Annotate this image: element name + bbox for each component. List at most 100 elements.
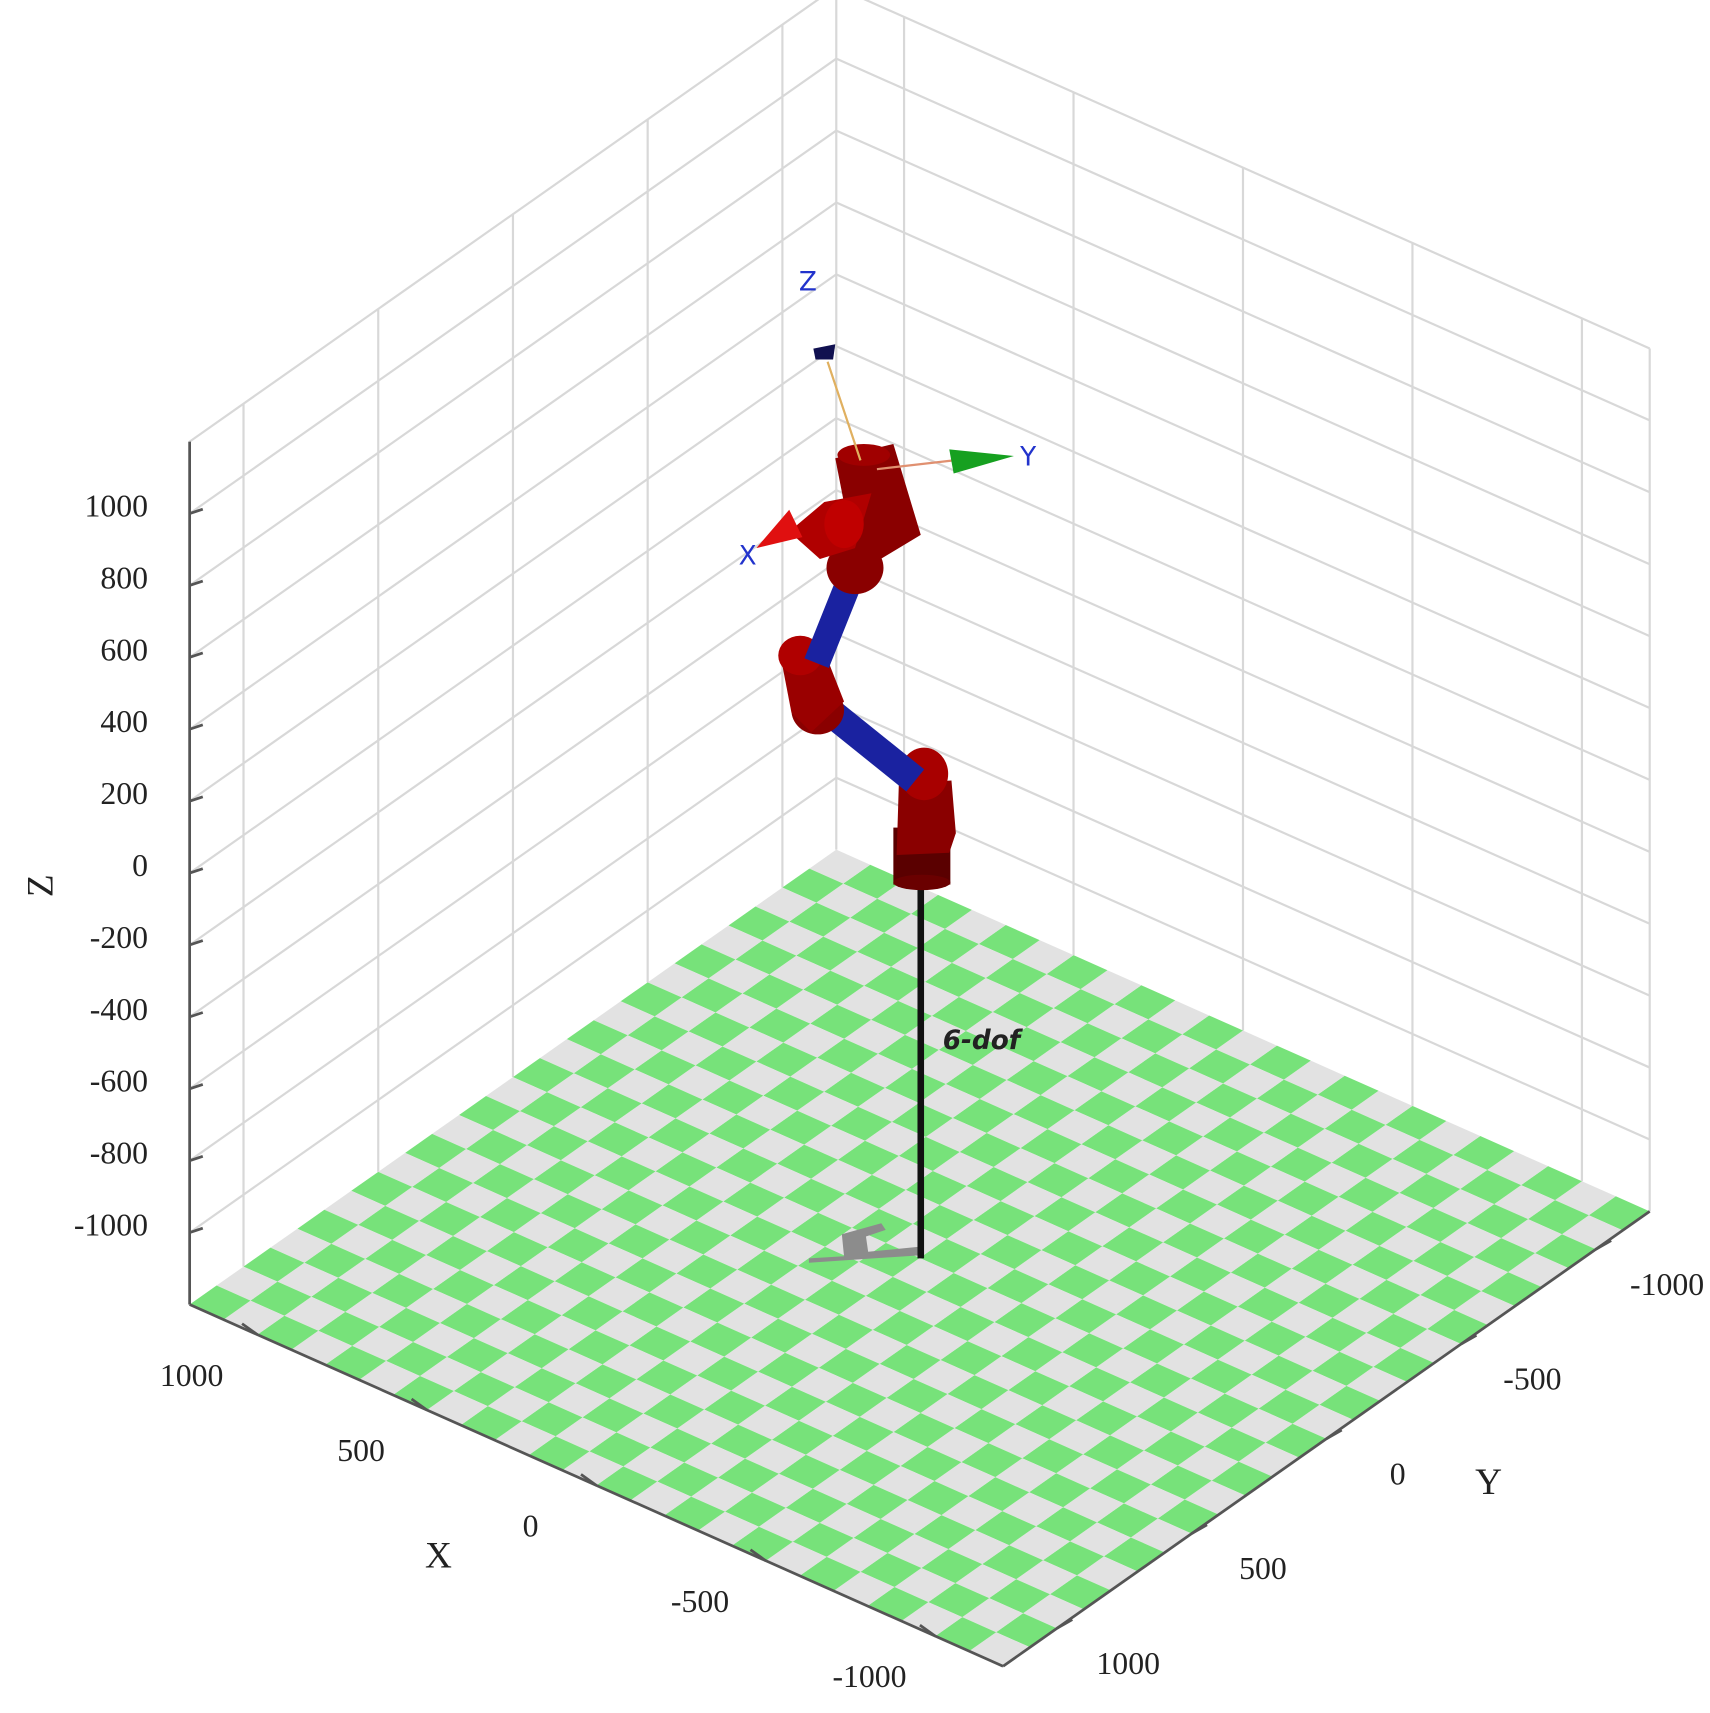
floor-tile: [1332, 1298, 1394, 1333]
floor-tile: [1270, 1147, 1332, 1182]
floor-tile: [486, 1077, 547, 1112]
floor-tile: [608, 1224, 670, 1259]
floor-tile: [682, 1133, 744, 1168]
floor-tile: [636, 1360, 698, 1395]
floor-tile: [974, 1356, 1036, 1391]
floor-tile: [1339, 1332, 1401, 1367]
frame-y-arrow: [949, 449, 1014, 474]
floor-tile: [1290, 1094, 1352, 1129]
floor-tile: [852, 1363, 914, 1398]
floor-tile: [284, 1296, 346, 1331]
floor-tile: [1015, 1405, 1077, 1440]
floor-tile: [623, 1447, 685, 1482]
floor-tile: [1385, 1105, 1447, 1140]
floor-tile: [845, 1329, 907, 1364]
floor-tile: [1244, 1321, 1306, 1356]
frame-z-arrow: [813, 344, 836, 360]
floor-tile: [697, 1356, 759, 1391]
floor-tile: [838, 1295, 900, 1330]
floor-tile: [1123, 1484, 1185, 1519]
floor-tile: [561, 1296, 623, 1331]
floor-tile: [750, 1163, 812, 1198]
floor-tile: [763, 1076, 825, 1111]
floor-tile: [446, 1183, 507, 1218]
floor-tile: [791, 1212, 852, 1247]
floor-tile: [724, 1337, 785, 1372]
floor-tile: [507, 1334, 569, 1369]
floor-tile: [826, 1537, 888, 1572]
floor-tile: [1183, 1170, 1244, 1205]
floor-tile: [968, 1477, 1030, 1512]
plot-area: 1000 800 600 400 200 0 -200 -400 -600 -800 -1000 10…: [20, 0, 1704, 1694]
floor-tile: [500, 1300, 562, 1335]
floor-tile: [1177, 1446, 1239, 1481]
floor-tile: [677, 1409, 739, 1444]
floor-tile: [1069, 1522, 1131, 1557]
floor-tile: [1094, 1038, 1156, 1073]
floor-tile: [704, 1390, 765, 1425]
floor-tile: [1312, 1351, 1374, 1386]
frame-y: [876, 459, 954, 471]
floor-tile: [486, 1232, 548, 1267]
floor-tile: [962, 1598, 1024, 1633]
floor-tile: [1297, 1128, 1359, 1163]
floor-tile: [1101, 1072, 1163, 1107]
floor-tile: [479, 1198, 541, 1233]
floor-tile: [1046, 955, 1108, 990]
floor-tile: [432, 1270, 494, 1305]
floor-tile: [629, 1326, 691, 1361]
floor-tile: [520, 1247, 582, 1282]
floor-tile: [954, 1409, 1016, 1444]
floor-tile: [521, 1402, 583, 1437]
floor-tile: [676, 1254, 738, 1289]
floor-tile: [459, 1251, 521, 1286]
floor-tile: [989, 1579, 1051, 1614]
floor-tile: [961, 1443, 1023, 1478]
floor-tile: [1392, 1139, 1454, 1174]
floor-tile: [818, 1348, 880, 1383]
floor-tile: [1056, 1454, 1117, 1489]
floor-tile: [884, 1068, 946, 1103]
floor-tile: [758, 1352, 819, 1387]
floor-tile: [796, 936, 858, 971]
floor-tile: [1060, 1023, 1122, 1058]
floor-tile: [593, 1001, 655, 1036]
x-tick: [919, 1624, 937, 1638]
floor-tile: [798, 1401, 860, 1436]
floor-tile: [1009, 1526, 1070, 1561]
floor-tile: [446, 1338, 508, 1373]
floor-tile: [914, 1515, 976, 1550]
floor-tile: [1074, 1091, 1136, 1126]
floor-tile: [812, 1469, 874, 1504]
wrist: [837, 443, 891, 466]
floor-tile: [573, 1054, 635, 1089]
floor-tile: [755, 887, 817, 922]
floor-tile: [777, 1144, 838, 1179]
floor-tile: [1264, 1268, 1326, 1303]
floor-tile: [742, 974, 804, 1009]
floor-tile: [1080, 970, 1142, 1005]
floor-tile: [839, 1450, 901, 1485]
floor-tile: [1156, 1344, 1218, 1379]
floor-tile: [1150, 1465, 1212, 1500]
z-tick: [189, 1083, 204, 1091]
floor-tile: [1108, 1106, 1170, 1141]
floor-tile: [412, 1323, 474, 1358]
x-tick-label: 0: [523, 1509, 539, 1544]
floor-tile: [1122, 1174, 1184, 1209]
floor-tile: [844, 1174, 906, 1209]
floor-tile: [358, 1205, 420, 1240]
z-tick: [189, 1011, 204, 1019]
floor-tile: [832, 1416, 894, 1451]
x-tick: [749, 1548, 767, 1562]
floor-tile: [1352, 1245, 1414, 1280]
floor-tile: [1049, 1420, 1110, 1455]
floor-tile: [1170, 1412, 1232, 1447]
floor-tile: [1028, 1318, 1090, 1353]
floor-tile: [378, 1152, 440, 1187]
floor-tile: [928, 1583, 990, 1618]
floor-tile: [810, 1004, 872, 1039]
floor-tile: [1076, 1401, 1137, 1436]
floor-tile: [1143, 1276, 1204, 1311]
floor-tile: [1237, 1287, 1299, 1322]
